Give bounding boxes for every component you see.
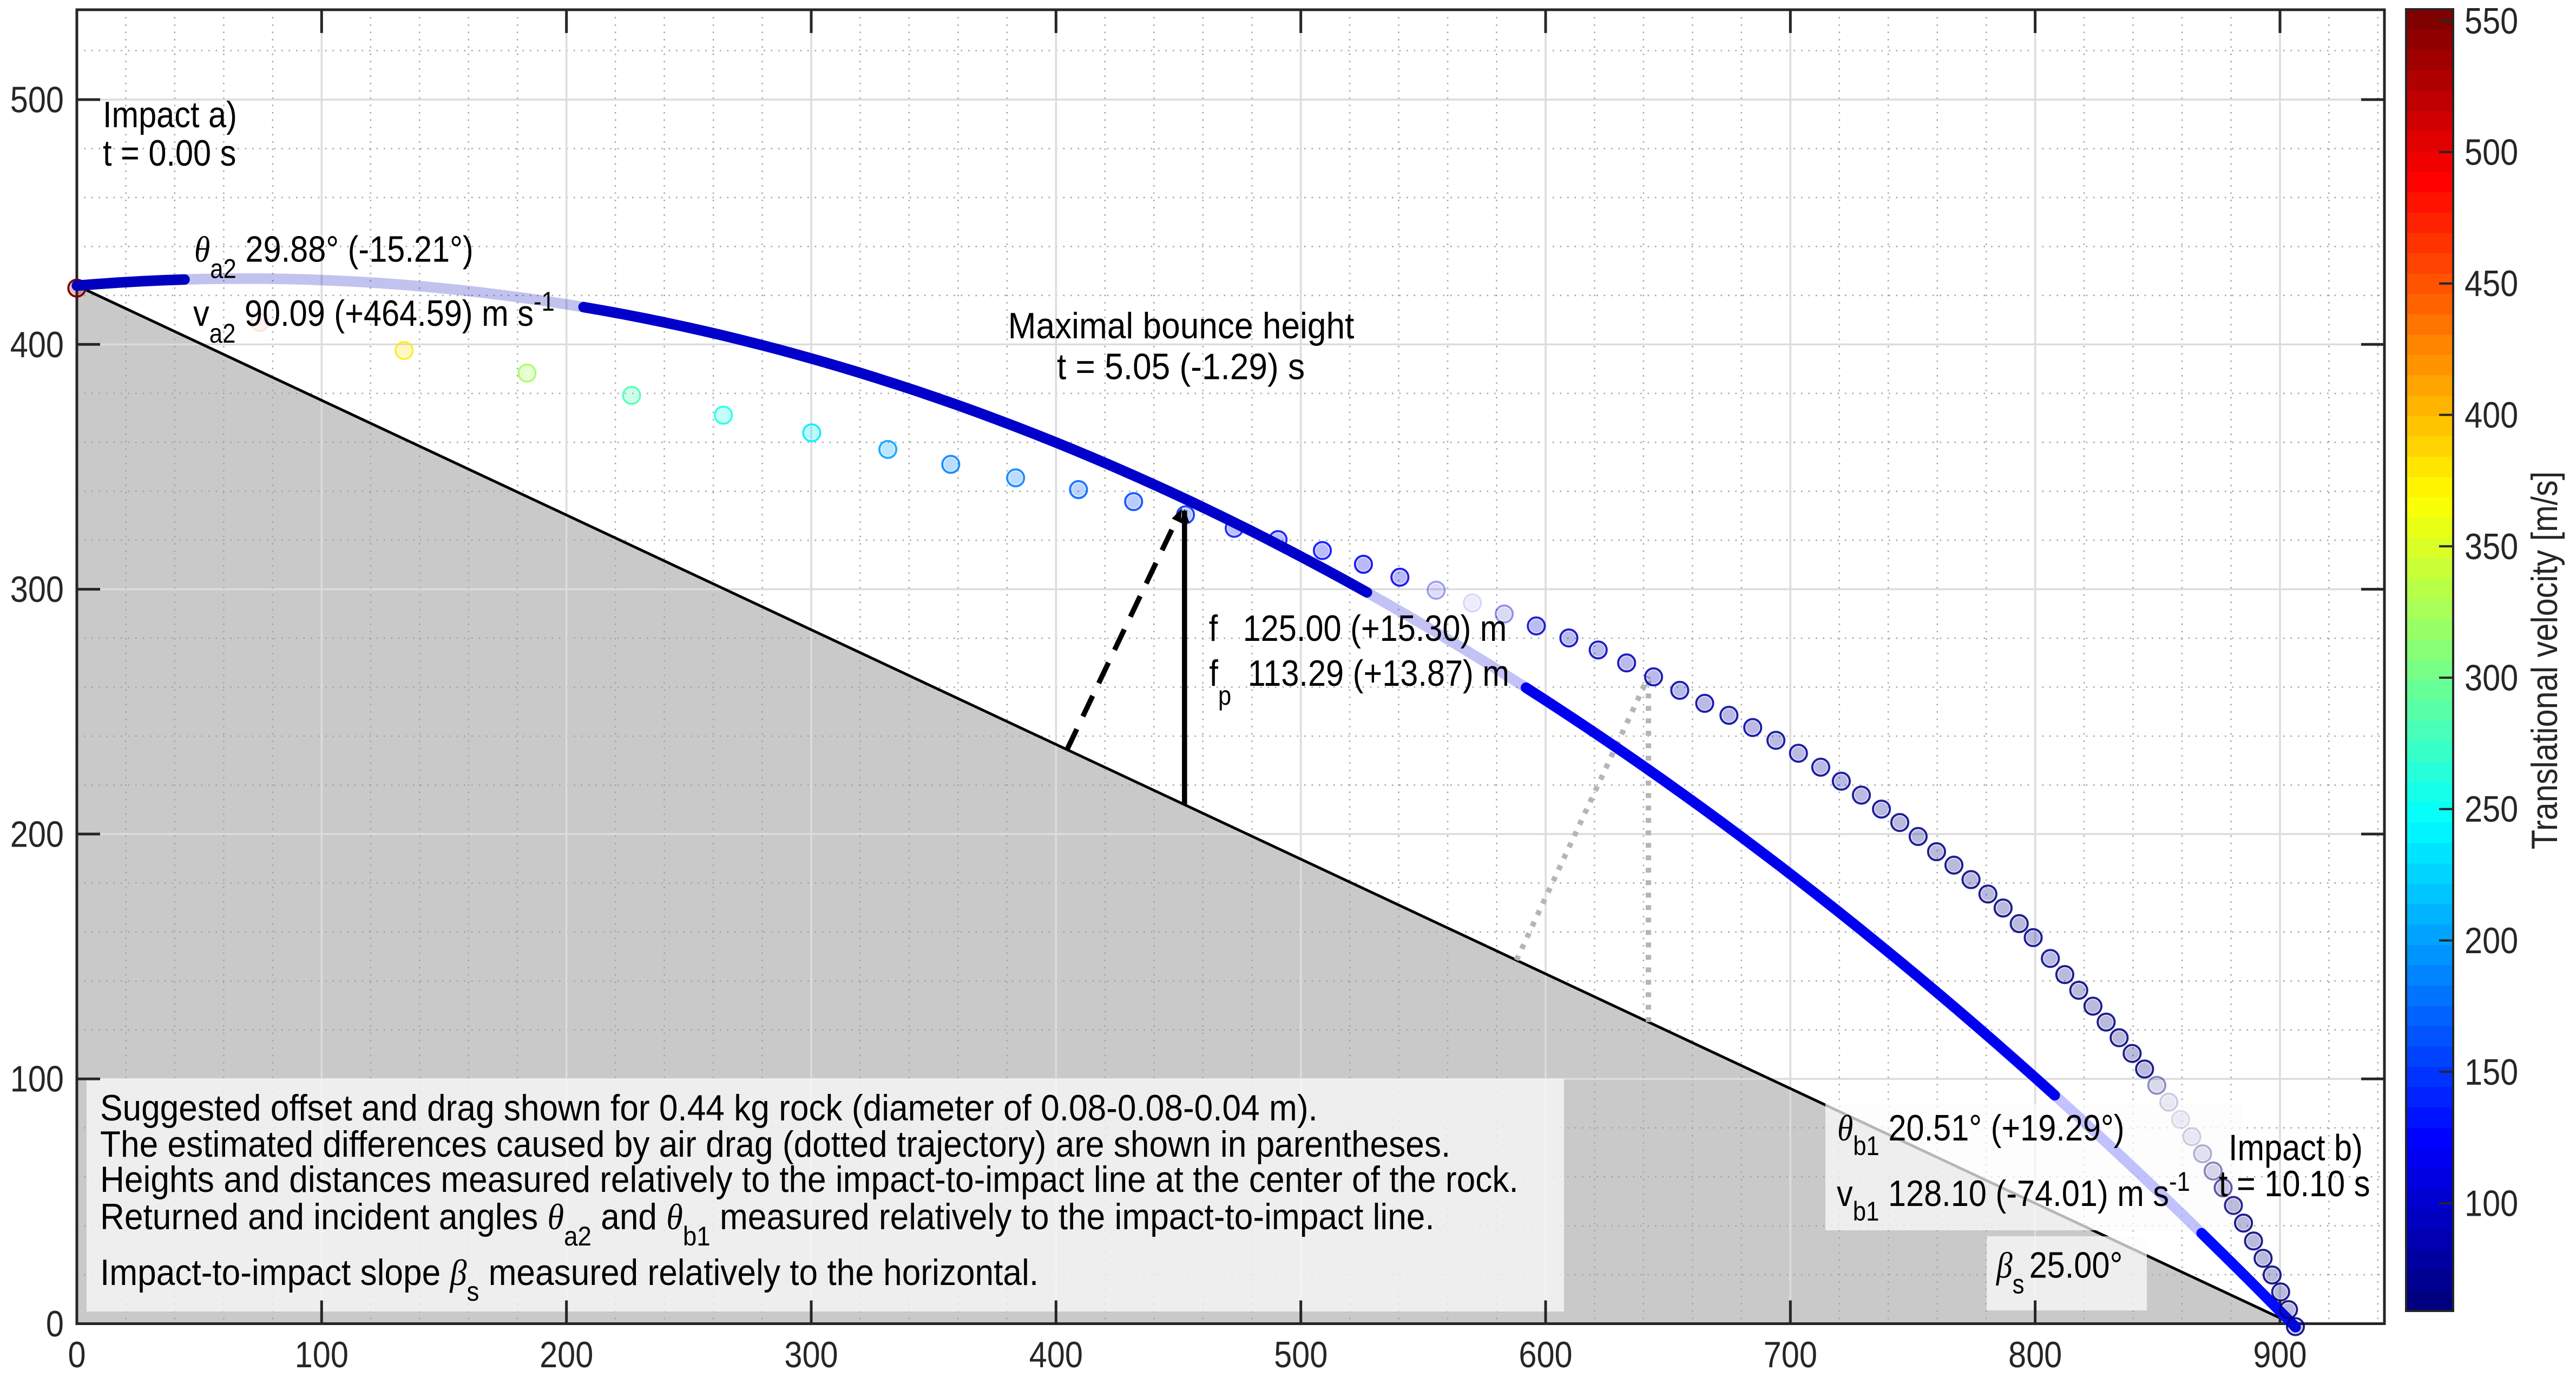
svg-text:Impact a): Impact a) [103,94,237,135]
svg-text:θb1 20.51° (+19.29°): θb1 20.51° (+19.29°) [1837,1107,2125,1160]
svg-text:350: 350 [2465,526,2518,567]
svg-text:Suggested offset and drag show: Suggested offset and drag shown for 0.44… [100,1087,1318,1128]
svg-text:f: f [1209,607,1218,649]
svg-text:100: 100 [10,1058,64,1100]
svg-text:Maximal bounce height: Maximal bounce height [1008,305,1355,346]
svg-text:125.00 (+15.30) m: 125.00 (+15.30) m [1243,607,1507,649]
svg-text:0: 0 [68,1334,86,1375]
svg-text:300: 300 [10,568,64,610]
svg-text:Heights and distances measured: Heights and distances measured relativel… [100,1158,1519,1199]
svg-text:700: 700 [1764,1334,1817,1375]
svg-text:t = 10.10 s: t = 10.10 s [2219,1163,2370,1204]
svg-text:500: 500 [10,79,64,121]
svg-text:400: 400 [1029,1334,1083,1375]
svg-text:600: 600 [1519,1334,1572,1375]
svg-text:0: 0 [46,1303,64,1345]
svg-text:113.29 (+13.87) m: 113.29 (+13.87) m [1248,652,1509,694]
svg-text:θa2 29.88° (-15.21°): θa2 29.88° (-15.21°) [194,228,474,284]
svg-text:200: 200 [10,814,64,855]
svg-text:300: 300 [2465,657,2518,699]
svg-text:Translational velocity [m/s]: Translational velocity [m/s] [2524,471,2565,850]
svg-text:200: 200 [2465,920,2518,961]
svg-text:800: 800 [2008,1334,2062,1375]
svg-text:t = 0.00 s: t = 0.00 s [103,132,236,174]
svg-text:Impact b): Impact b) [2229,1127,2363,1169]
svg-text:The estimated differences caus: The estimated differences caused by air … [100,1123,1450,1164]
svg-text:550: 550 [2465,0,2518,42]
svg-text:250: 250 [2465,788,2518,830]
svg-text:300: 300 [784,1334,838,1375]
svg-text:t = 5.05 (-1.29) s: t = 5.05 (-1.29) s [1057,346,1305,387]
svg-text:400: 400 [2465,394,2518,436]
svg-text:500: 500 [1274,1334,1328,1375]
svg-text:150: 150 [2465,1051,2518,1093]
svg-text:400: 400 [10,324,64,365]
svg-text:25.00°: 25.00° [2029,1244,2123,1286]
svg-text:200: 200 [540,1334,593,1375]
svg-text:100: 100 [295,1334,349,1375]
svg-text:450: 450 [2465,263,2518,304]
svg-text:βs: βs [1995,1245,2024,1299]
svg-text:500: 500 [2465,132,2518,173]
svg-text:100: 100 [2465,1183,2518,1224]
svg-text:900: 900 [2253,1334,2306,1375]
